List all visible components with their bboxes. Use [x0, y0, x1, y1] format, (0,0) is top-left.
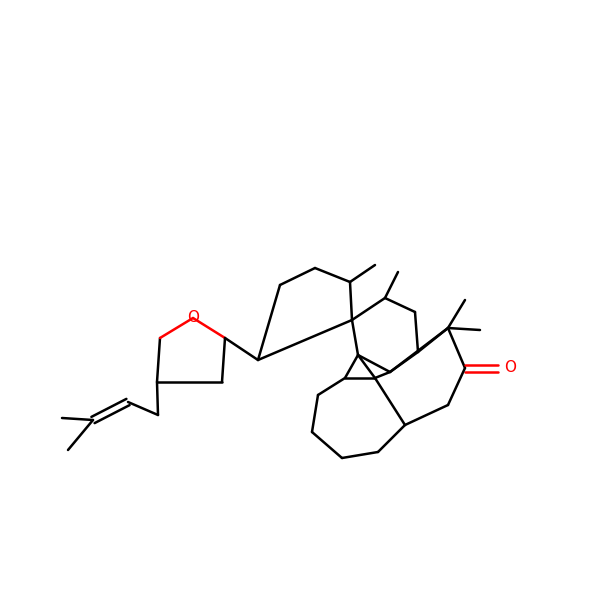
Text: O: O: [187, 311, 199, 325]
Text: O: O: [504, 361, 516, 376]
